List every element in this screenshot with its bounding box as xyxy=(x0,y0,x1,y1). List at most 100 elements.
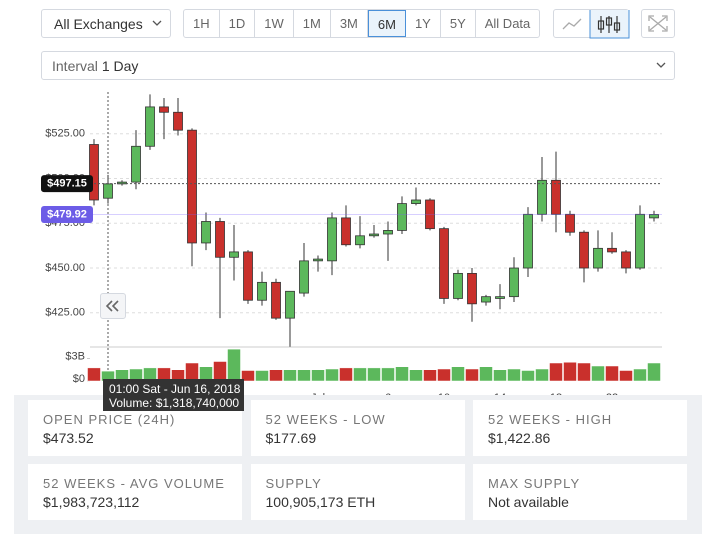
candle-body xyxy=(229,251,239,258)
volume-bar xyxy=(605,365,619,382)
interval-label: Interval xyxy=(52,58,98,74)
stat-label: 52 WEEKS - LOW xyxy=(265,412,386,427)
candle-body xyxy=(383,230,393,235)
volume-bar xyxy=(479,366,493,382)
volume-bar xyxy=(311,369,325,382)
range-button[interactable]: 5Y xyxy=(441,10,476,37)
volume-bar xyxy=(297,369,311,382)
stat-value: $1,422.86 xyxy=(488,430,551,446)
candle-body xyxy=(215,221,225,258)
stat-label: OPEN PRICE (24H) xyxy=(43,412,176,427)
fullscreen-icon xyxy=(648,15,668,32)
range-button[interactable]: 1Y xyxy=(406,10,441,37)
candle-body xyxy=(327,217,337,262)
candle-body xyxy=(341,217,351,246)
volume-bar xyxy=(521,370,535,382)
line-icon[interactable] xyxy=(562,18,582,30)
candle-body xyxy=(145,106,155,147)
y-tick-label: $450.00 xyxy=(45,262,85,274)
tooltip-volume: Volume: $1,318,740,000 xyxy=(109,396,240,410)
stat-card: SUPPLY 100,905,173 ETH xyxy=(250,464,465,520)
volume-bar xyxy=(535,368,549,382)
volume-bar xyxy=(437,368,451,382)
tooltip-time: 01:00 Sat - Jun 16, 2018 xyxy=(109,382,241,396)
volume-bar xyxy=(353,367,367,382)
stat-value: Not available xyxy=(488,494,569,510)
range-button[interactable]: 6M xyxy=(367,10,406,37)
candle-body xyxy=(607,247,617,253)
volume-bar xyxy=(381,367,395,382)
candle-body xyxy=(173,111,183,131)
volume-bar xyxy=(339,367,353,382)
candle-body xyxy=(243,251,253,301)
fullscreen-button[interactable] xyxy=(641,9,675,38)
crosshair-price: $497.15 xyxy=(47,178,87,190)
candle-body xyxy=(579,231,589,269)
tooltip: 01:00 Sat - Jun 16, 2018 Volume: $1,318,7… xyxy=(103,379,244,411)
volume-bar xyxy=(451,366,465,382)
stat-value: $177.69 xyxy=(265,430,317,446)
volume-tick-label: $0 xyxy=(73,373,85,385)
x-tick-label: 6 xyxy=(385,392,391,395)
chevron xyxy=(656,62,666,68)
candle-body xyxy=(565,213,575,233)
candle-body xyxy=(509,267,519,298)
stat-value: $1,983,723,112 xyxy=(43,494,140,510)
candle-body xyxy=(495,296,505,299)
candle-body xyxy=(369,233,379,237)
candle-body xyxy=(537,179,547,215)
stat-label: 52 WEEKS - AVG VOLUME xyxy=(43,476,225,491)
range-button[interactable]: 1D xyxy=(220,10,256,37)
volume-bar xyxy=(619,370,633,382)
candle-body xyxy=(523,213,533,269)
candle-body xyxy=(201,221,211,244)
range-button[interactable]: 1M xyxy=(294,10,331,37)
last-price: $479.92 xyxy=(47,208,87,220)
x-tick-label: 10 xyxy=(438,392,450,395)
x-tick-label: 14 xyxy=(494,392,506,395)
scroll-back-button[interactable] xyxy=(100,293,126,319)
interval-value: 1 Day xyxy=(101,58,139,74)
volume-bar xyxy=(395,366,409,382)
candle-body xyxy=(411,199,421,204)
candle-body xyxy=(397,203,407,231)
volume-bar xyxy=(577,362,591,382)
candle-body xyxy=(467,272,477,305)
x-tick-label: 18 xyxy=(550,392,562,395)
candle-body xyxy=(131,145,141,183)
candle-body xyxy=(621,251,631,269)
candle-body xyxy=(481,296,491,303)
last-price-badge xyxy=(41,205,93,223)
stat-card: 52 WEEKS - HIGH $1,422.86 xyxy=(473,400,687,456)
volume-bar xyxy=(647,362,661,382)
volume-bar xyxy=(507,368,521,382)
stat-value: $473.52 xyxy=(43,430,94,446)
volume-bar xyxy=(563,362,577,382)
candle-body xyxy=(159,106,169,113)
candle-body xyxy=(355,235,365,246)
range-button[interactable]: 1W xyxy=(255,10,294,37)
volume-bar xyxy=(283,369,297,382)
range-button[interactable]: All Data xyxy=(484,16,531,31)
candle-body xyxy=(635,213,645,269)
range-group: 1H 1D 1W 1M 3M 6M 1Y 5Y All Data xyxy=(183,9,541,38)
stat-value: 100,905,173 ETH xyxy=(265,494,376,510)
volume-bar xyxy=(423,369,437,382)
volume-tick-label: $3B xyxy=(65,350,85,362)
exchange-dropdown[interactable]: All Exchanges xyxy=(41,9,171,38)
volume-bar xyxy=(367,367,381,382)
chart-style-group xyxy=(553,8,630,39)
candle-body xyxy=(299,260,309,294)
range-button[interactable]: 3M xyxy=(331,10,368,37)
candle-body xyxy=(103,183,113,199)
stat-label: 52 WEEKS - HIGH xyxy=(488,412,613,427)
volume-bar xyxy=(465,368,479,382)
stat-label: SUPPLY xyxy=(265,476,322,491)
stat-card: 52 WEEKS - LOW $177.69 xyxy=(250,400,465,456)
candle-body xyxy=(285,290,295,319)
volume-bar xyxy=(227,348,241,382)
volume-bar xyxy=(549,362,563,382)
interval-dropdown[interactable]: Interval 1 Day xyxy=(41,51,675,80)
range-button[interactable]: 1H xyxy=(184,10,220,37)
